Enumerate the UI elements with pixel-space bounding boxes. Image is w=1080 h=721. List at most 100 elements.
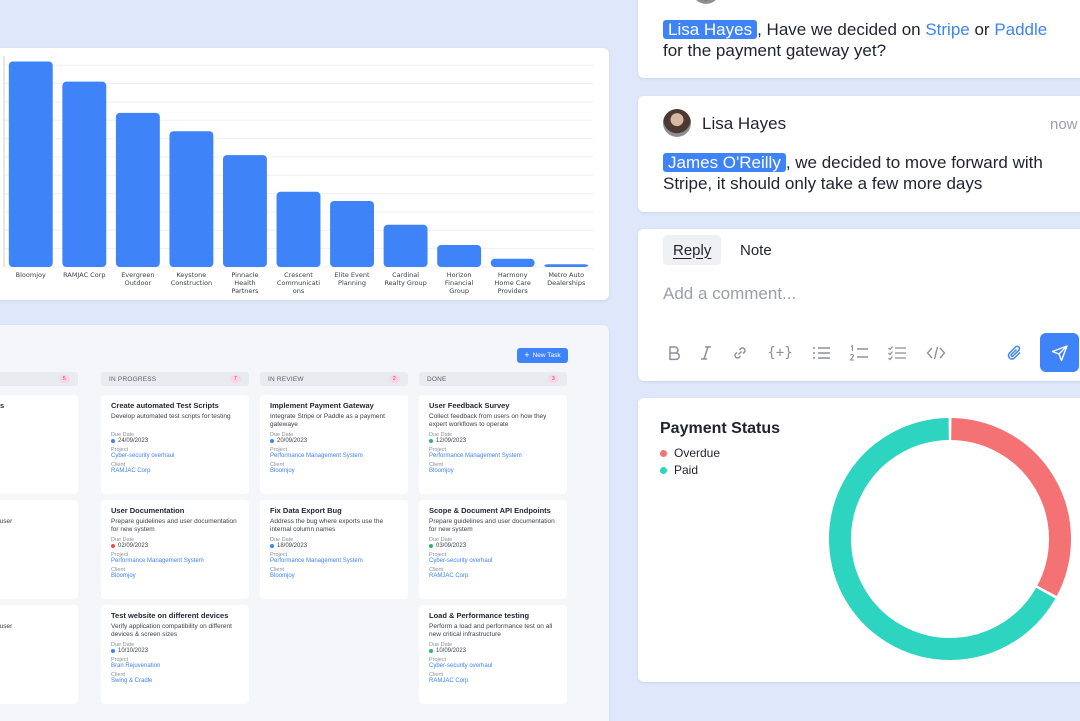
client-link[interactable]: Bloomjoy xyxy=(111,573,136,579)
comment-input[interactable] xyxy=(663,284,1063,304)
bar-pinnacle-health-partners[interactable] xyxy=(223,155,267,267)
bar-horizon-financial-group[interactable] xyxy=(437,244,482,267)
new-task-button[interactable]: + New Task xyxy=(517,348,568,363)
project-label: Project xyxy=(270,447,288,453)
column-count-badge: 5 xyxy=(58,375,70,383)
task-title: User Documentation xyxy=(111,506,185,515)
task-card[interactable]: formance Reports s on system Development xyxy=(0,395,78,494)
bold-icon[interactable] xyxy=(663,342,685,364)
mention-chip[interactable]: Lisa Hayes xyxy=(663,20,758,39)
due-date-label: Due Date xyxy=(270,537,294,543)
due-date: 20/09/2023 xyxy=(270,438,398,444)
bar-cardinal-realty-group[interactable] xyxy=(383,224,428,267)
client-link[interactable]: Bloomjoy xyxy=(270,573,295,579)
tab-reply[interactable]: Reply xyxy=(663,235,722,265)
donut-slice-paid[interactable] xyxy=(829,418,1056,660)
task-title: Load & Performance testing xyxy=(429,611,530,620)
task-card[interactable]: User Feedback Survey Collect feedback fro… xyxy=(419,395,567,494)
bar-keystone-construction[interactable] xyxy=(169,131,214,267)
task-card[interactable]: Create automated Test Scripts Develop aut… xyxy=(101,395,249,494)
due-date: 10/09/2023 xyxy=(429,648,557,654)
bar-bloomjoy[interactable] xyxy=(8,61,53,267)
bar-metro-auto-dealerships[interactable] xyxy=(544,264,589,267)
x-tick-label: Horizon Financial Group xyxy=(445,271,474,295)
task-card[interactable]: Fix Data Export Bug Address the bug where… xyxy=(260,500,408,599)
due-status-dot xyxy=(429,649,433,653)
client-link[interactable]: Bloomjoy xyxy=(270,468,295,474)
comment-text: , Have we decided on xyxy=(757,20,926,39)
due-status-dot xyxy=(111,439,115,443)
stripe-link[interactable]: Stripe xyxy=(925,20,970,39)
plus-icon: + xyxy=(524,350,530,360)
x-tick-label: Bloomjoy xyxy=(16,271,46,279)
payment-donut-chart xyxy=(829,418,1071,660)
mention-chip[interactable]: James O'Reilly xyxy=(663,153,786,172)
task-description: s on system xyxy=(0,413,68,429)
client-link[interactable]: RAMJAC Corp xyxy=(111,468,151,474)
due-status-dot xyxy=(111,544,115,548)
task-title: formance Reports xyxy=(0,401,5,410)
link-icon[interactable] xyxy=(729,342,751,364)
client-link[interactable]: RAMJAC Corp xyxy=(429,678,469,684)
project-link[interactable]: agement System xyxy=(0,645,68,651)
task-card[interactable]: Test website on different devices Verify … xyxy=(101,605,249,704)
due-status-dot xyxy=(111,649,115,653)
due-date-value: 02/09/2023 xyxy=(118,543,149,549)
new-task-label: New Task xyxy=(532,352,561,359)
bar-elite-event-planning[interactable] xyxy=(330,200,374,267)
donut-slice-overdue[interactable] xyxy=(950,418,1071,597)
bar-crescent-communications[interactable] xyxy=(276,191,321,267)
client-link[interactable]: Bloomjoy xyxy=(429,468,454,474)
project-link[interactable]: Performance Management System xyxy=(111,558,204,564)
task-card[interactable]: y for Bloomjoy's nes for the workflow use… xyxy=(0,605,78,704)
client-label: Client xyxy=(111,462,126,468)
task-description: Perform a load and performance test on a… xyxy=(429,623,553,638)
variable-icon[interactable]: {+} xyxy=(767,345,793,361)
project-link[interactable]: Cyber-security overhaul xyxy=(429,663,493,669)
task-title: Implement Payment Gateway xyxy=(270,401,374,410)
project-link[interactable]: Bran Rejuvenation xyxy=(111,663,161,669)
due-date-label: Due Date xyxy=(429,642,453,648)
task-card[interactable]: Load & Performance testing Perform a load… xyxy=(419,605,567,704)
project-link[interactable]: Performance Management System xyxy=(429,453,522,459)
column-title: IN REVIEW xyxy=(268,375,304,383)
comment-time: now xyxy=(1050,116,1078,133)
task-card[interactable]: flow Wireframes nes for the workflow user… xyxy=(0,500,78,599)
project-link[interactable]: Performance Management System xyxy=(270,558,363,564)
attachment-icon[interactable] xyxy=(1004,342,1026,364)
comment-author: Lisa Hayes xyxy=(702,114,787,133)
tab-note[interactable]: Note xyxy=(740,241,772,259)
due-date-value: 20/09/2023 xyxy=(277,438,308,444)
project-link[interactable]: Development xyxy=(0,435,68,441)
send-button[interactable] xyxy=(1040,333,1079,372)
italic-icon[interactable] xyxy=(695,342,717,364)
project-link[interactable]: Cyber-security overhaul xyxy=(111,453,175,459)
due-date-label: Due Date xyxy=(270,432,294,438)
client-label: Client xyxy=(429,567,444,573)
comment-text: Stripe, it should only take a few more d… xyxy=(663,174,983,193)
bar-harmony-home-care-providers[interactable] xyxy=(490,258,535,267)
code-icon[interactable] xyxy=(925,342,947,364)
paddle-link[interactable]: Paddle xyxy=(994,20,1048,39)
comment-text: for the payment gateway yet? xyxy=(663,41,887,60)
project-link[interactable]: agement System xyxy=(0,540,68,546)
client-link[interactable]: Swing & Cradle xyxy=(111,678,153,684)
comment-composer: Reply Note {+} xyxy=(638,229,1080,381)
checklist-icon[interactable] xyxy=(886,342,908,364)
bullet-list-icon[interactable] xyxy=(810,342,832,364)
kanban-column: 5formance Reportss on systemDevelopmentf… xyxy=(0,372,78,704)
project-link[interactable]: Cyber-security overhaul xyxy=(429,558,493,564)
bar-ramjac-corp[interactable] xyxy=(62,81,107,268)
client-link[interactable]: RAMJAC Corp xyxy=(429,573,469,579)
numbered-list-icon[interactable] xyxy=(848,342,870,364)
client-label: Client xyxy=(111,672,126,678)
task-card[interactable]: Scope & Document API Endpoints Prepare gu… xyxy=(419,500,567,599)
task-title: User Feedback Survey xyxy=(429,401,510,410)
column-header: IN PROGRESS 7 xyxy=(101,372,249,386)
column-count-badge: 3 xyxy=(547,375,559,383)
bar-evergreen-outdoor[interactable] xyxy=(115,112,160,267)
task-card[interactable]: Implement Payment Gateway Integrate Strip… xyxy=(260,395,408,494)
due-date-label: Due Date xyxy=(111,537,135,543)
task-card[interactable]: User Documentation Prepare guidelines and… xyxy=(101,500,249,599)
project-link[interactable]: Performance Management System xyxy=(270,453,363,459)
